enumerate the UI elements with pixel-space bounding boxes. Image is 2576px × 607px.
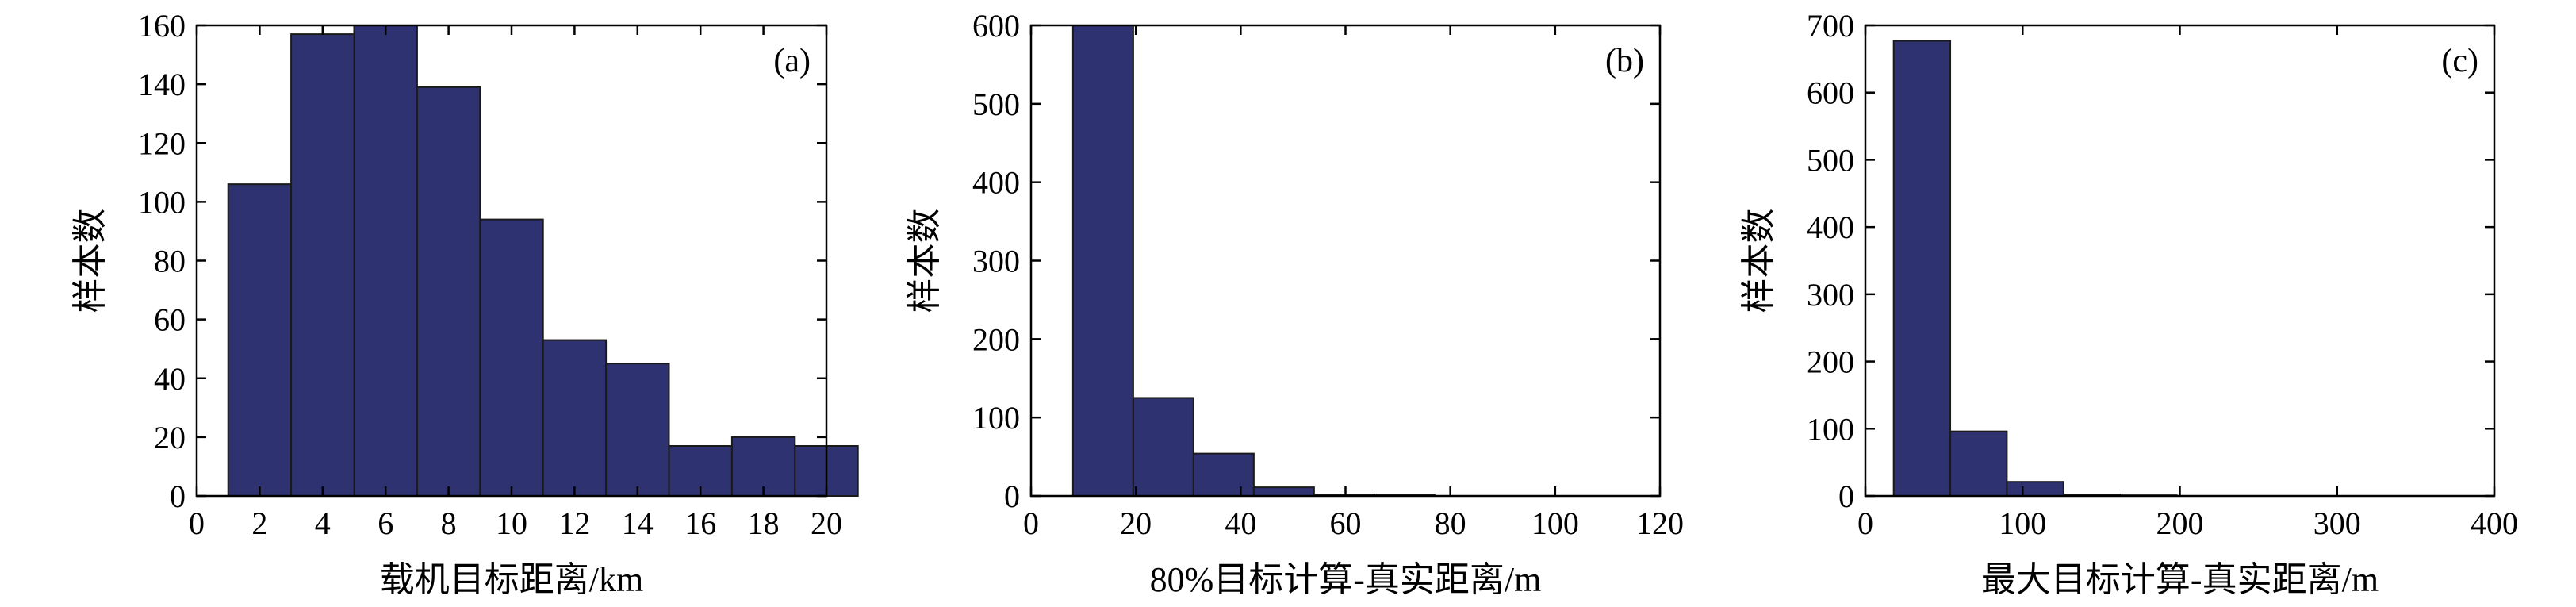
histogram-bar [1252, 486, 1315, 498]
x-tick-label: 8 [441, 505, 457, 541]
x-tick-label: 300 [2313, 505, 2361, 541]
plot-frame [1864, 24, 2496, 498]
y-tick-label: 300 [1807, 277, 1854, 313]
y-tick-label: 100 [972, 400, 1020, 436]
y-tick-label: 600 [972, 8, 1020, 44]
x-tick-label: 100 [1999, 505, 2046, 541]
x-tick-label: 18 [748, 505, 780, 541]
y-axis-title: 样本数 [71, 209, 109, 313]
histogram-bar [2006, 481, 2064, 498]
y-tick-label: 80 [154, 244, 186, 279]
x-tick-label: 200 [2156, 505, 2204, 541]
y-tick-label: 500 [1807, 142, 1854, 178]
y-tick-label: 40 [154, 361, 186, 397]
y-axis-title: 样本数 [905, 209, 944, 313]
x-tick-label: 80 [1435, 505, 1466, 541]
x-tick-label: 100 [1531, 505, 1579, 541]
x-tick-label: 40 [1225, 505, 1256, 541]
y-tick-label: 0 [1838, 478, 1854, 514]
histogram-bar [227, 183, 293, 497]
histogram-bar [1132, 397, 1194, 498]
x-tick-label: 400 [2471, 505, 2518, 541]
x-tick-label: 60 [1330, 505, 1362, 541]
x-axis-title: 80%目标计算-真实距离/m [1150, 560, 1542, 599]
y-tick-label: 700 [1807, 8, 1854, 44]
histogram-bar [542, 339, 608, 497]
y-tick-label: 500 [972, 86, 1020, 122]
panel-label: (c) [2441, 43, 2478, 79]
histogram-bar [605, 363, 670, 497]
histogram-bar [416, 86, 481, 498]
panel-label: (a) [773, 43, 811, 79]
histogram-bar [479, 218, 544, 497]
histogram-bar [1892, 40, 1952, 497]
histogram-bar [353, 25, 418, 497]
y-tick-label: 160 [138, 8, 186, 44]
y-tick-label: 200 [972, 321, 1020, 357]
panel-label: (b) [1605, 43, 1644, 79]
y-tick-label: 20 [154, 420, 186, 455]
y-tick-label: 200 [1807, 344, 1854, 380]
histogram-bar [1192, 452, 1255, 498]
x-tick-label: 4 [315, 505, 331, 541]
y-tick-label: 0 [1004, 478, 1020, 514]
x-tick-label: 0 [1023, 505, 1039, 541]
histogram-bar [290, 33, 355, 497]
chart-panel-2: 0 20 40 60 80 100 120 0 100 200 300 400 500 600 80%目标计… [905, 8, 1684, 599]
x-tick-label: 10 [496, 505, 527, 541]
x-tick-label: 14 [622, 505, 654, 541]
x-tick-label: 0 [1857, 505, 1873, 541]
x-tick-label: 120 [1636, 505, 1684, 541]
x-tick-label: 20 [811, 505, 842, 541]
x-axis-title: 最大目标计算-真实距离/m [1981, 560, 2379, 599]
y-tick-label: 100 [1807, 411, 1854, 447]
histogram-bar [1949, 430, 2008, 497]
chart-panel-3: 0 100 200 300 400 0 100 200 300 400 500 600 700 最大目标计… [1739, 8, 2518, 599]
y-axis-title: 样本数 [1739, 209, 1778, 313]
y-tick-label: 0 [170, 478, 186, 514]
y-tick-label: 400 [1807, 209, 1854, 245]
x-tick-label: 16 [684, 505, 716, 541]
y-tick-label: 400 [972, 165, 1020, 201]
y-tick-label: 120 [138, 125, 186, 161]
y-tick-label: 100 [138, 184, 186, 220]
histogram-bar [1071, 25, 1134, 497]
chart-panel-1: 0 2 4 6 8 10 12 14 16 18 20 0 20 40 60 80 100 120 140 160 载机… [71, 8, 859, 599]
y-tick-label: 300 [972, 244, 1020, 279]
y-tick-label: 600 [1807, 75, 1854, 111]
y-tick-label: 60 [154, 302, 186, 338]
x-tick-label: 20 [1120, 505, 1152, 541]
histogram-bar [730, 436, 796, 497]
y-tick-label: 140 [138, 67, 186, 102]
x-tick-label: 2 [251, 505, 267, 541]
x-tick-label: 12 [558, 505, 590, 541]
x-tick-label: 6 [378, 505, 393, 541]
x-axis-title: 载机目标距离/km [380, 560, 643, 599]
x-tick-label: 0 [189, 505, 205, 541]
